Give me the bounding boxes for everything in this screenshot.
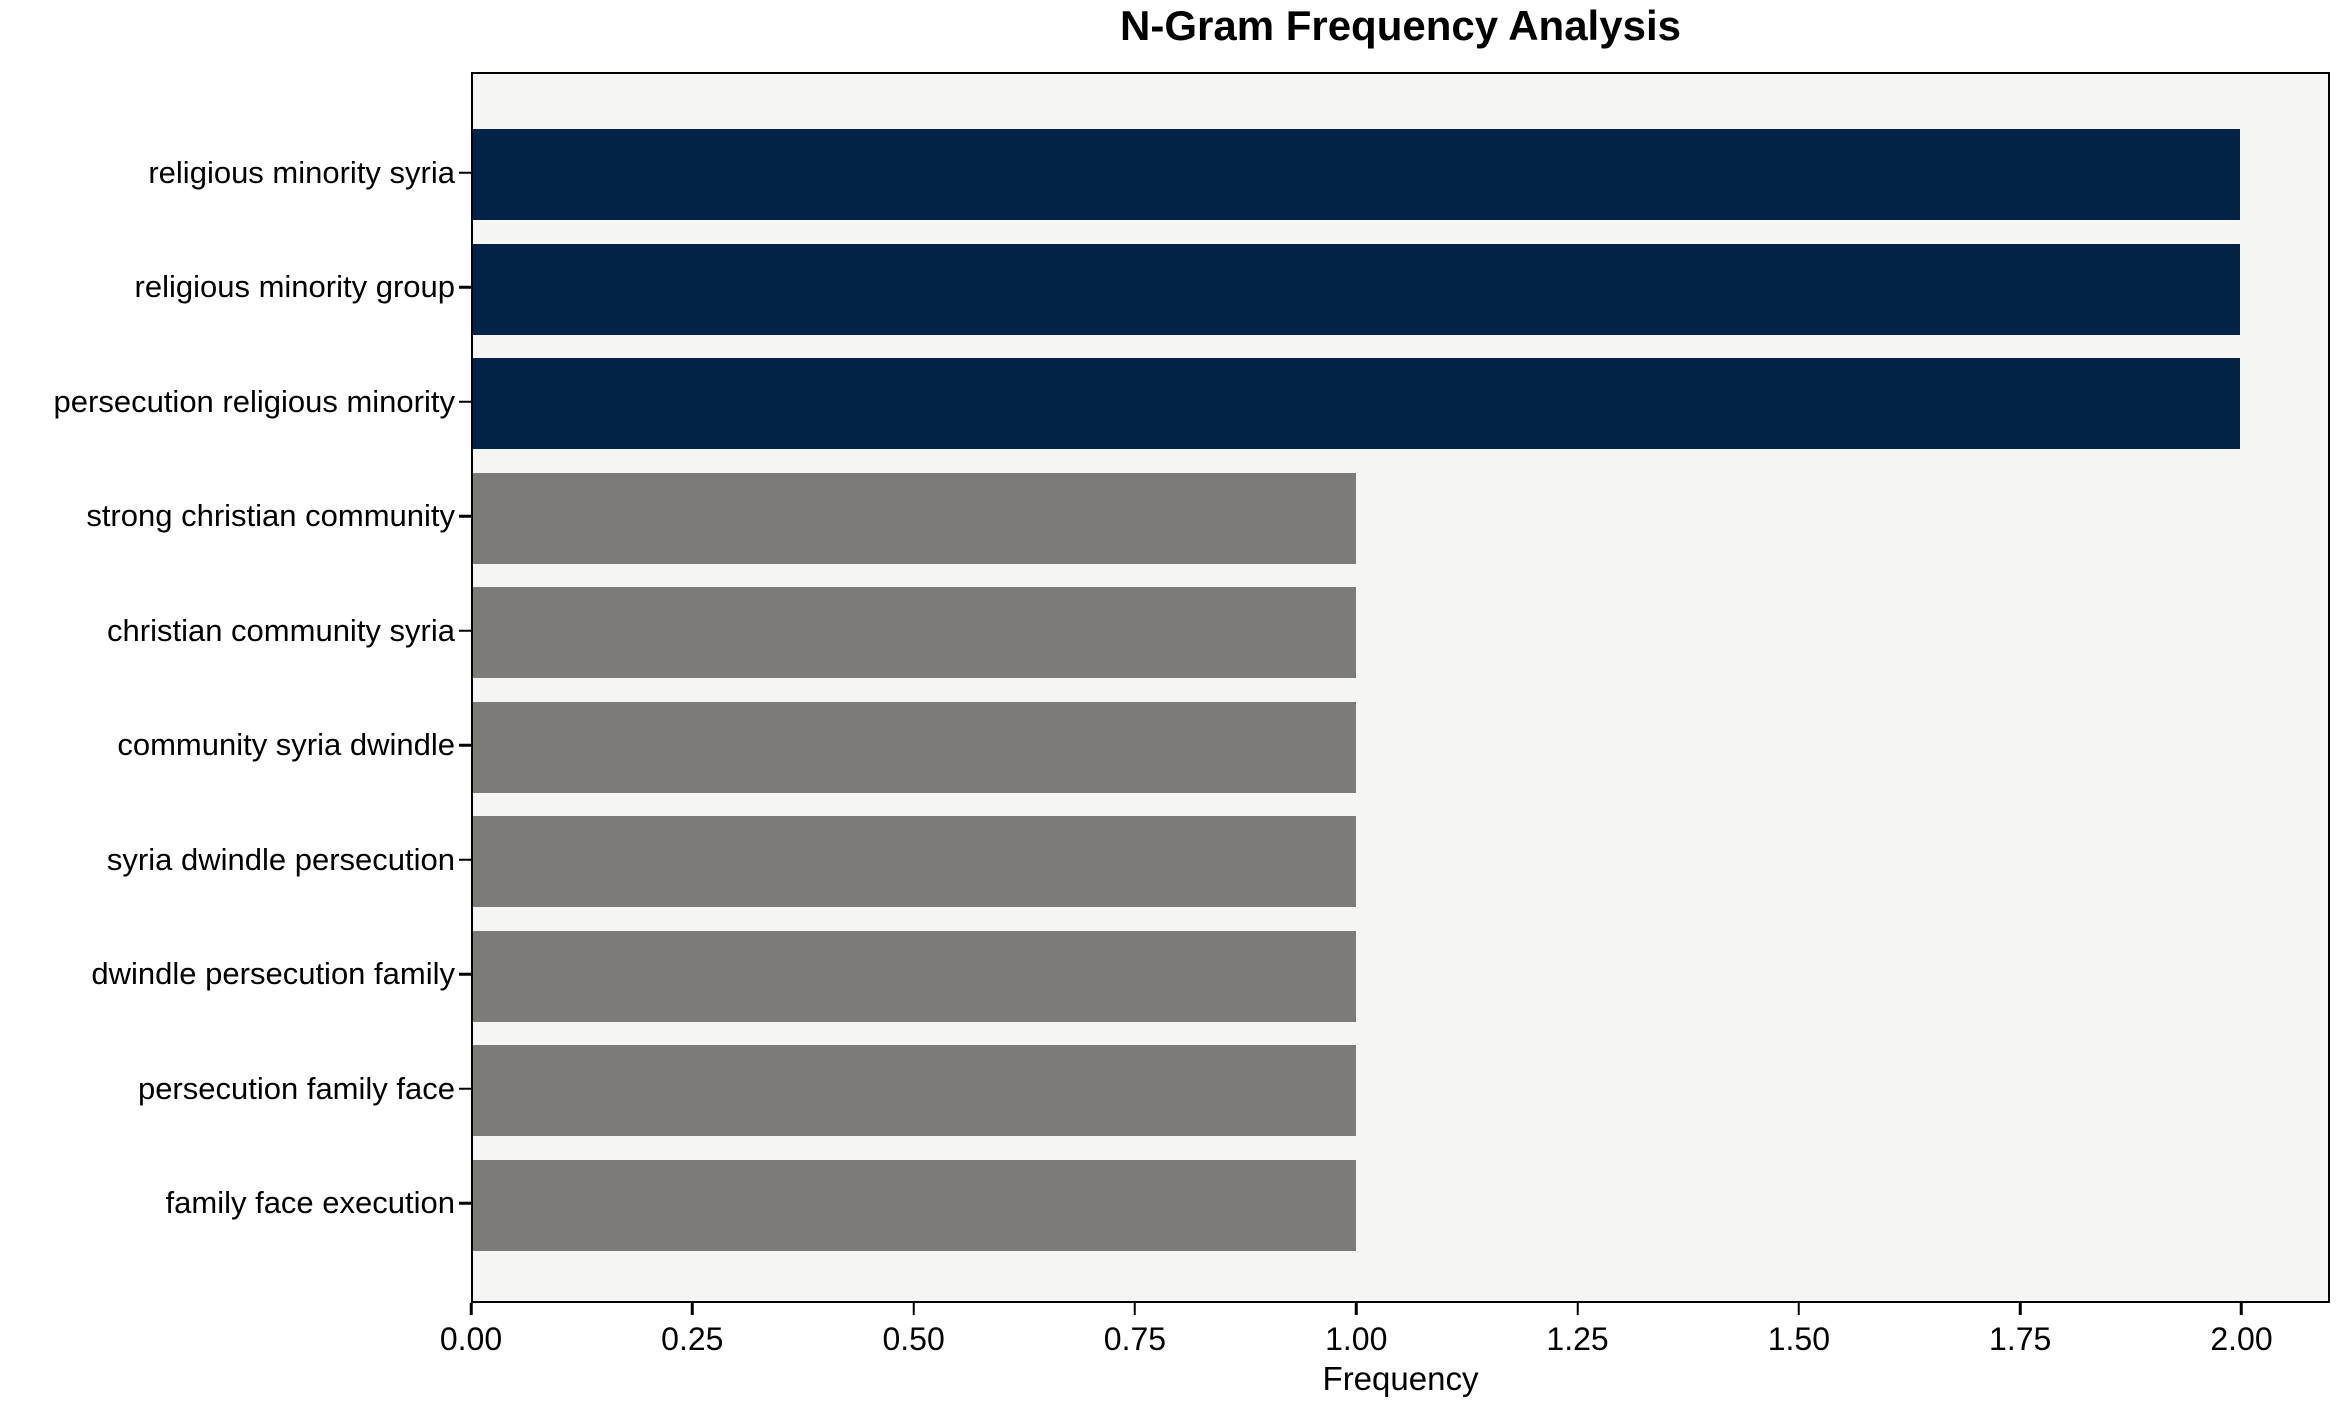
x-tick-mark — [1133, 1303, 1137, 1315]
x-tick-mark — [1354, 1303, 1358, 1315]
x-tick-mark — [2240, 1303, 2243, 1315]
y-tick-mark — [459, 1201, 471, 1205]
bar — [473, 358, 2240, 449]
x-tick-mark — [469, 1303, 473, 1315]
y-tick-label: christian community syria — [107, 612, 455, 648]
y-tick-mark — [459, 1087, 471, 1090]
y-tick-label: community syria dwindle — [117, 727, 455, 762]
y-tick-mark — [459, 514, 471, 518]
y-axis-labels: religious minority syria religious minori… — [0, 72, 455, 1303]
bar — [473, 701, 1357, 793]
bar — [473, 1045, 1357, 1136]
bar — [473, 129, 2240, 220]
x-tick-mark — [2018, 1303, 2022, 1315]
x-tick-mark — [1797, 1303, 1801, 1315]
y-tick-label: religious minority group — [134, 269, 455, 304]
x-tick-label: 2.00 — [2210, 1321, 2273, 1357]
x-tick-label: 1.00 — [1325, 1321, 1388, 1357]
x-axis: 0.00 0.25 0.50 0.75 1.00 1.25 1.50 1.75 2.00 — [440, 1303, 2330, 1413]
x-axis-label: Frequency — [1322, 1360, 1479, 1397]
y-tick-label: syria dwindle persecution — [106, 841, 455, 877]
bar — [473, 243, 2240, 335]
x-tick-label: 1.75 — [1989, 1321, 2052, 1357]
y-tick-label: persecution religious minority — [53, 383, 455, 419]
y-axis-tick-marks — [459, 72, 471, 1303]
bar — [473, 816, 1357, 907]
y-tick-mark — [459, 400, 471, 403]
x-tick-mark — [1576, 1303, 1579, 1315]
bar — [473, 1159, 1357, 1251]
y-tick-mark — [459, 171, 471, 174]
y-tick-label: strong christian community — [86, 498, 455, 533]
bar — [473, 930, 1357, 1022]
x-tick-label: 0.75 — [1103, 1321, 1167, 1357]
x-tick-label: 0.00 — [439, 1321, 503, 1357]
x-tick-mark — [912, 1303, 915, 1315]
y-tick-label: persecution family face — [137, 1070, 455, 1106]
bar — [473, 472, 1357, 564]
y-tick-mark — [459, 629, 471, 632]
y-tick-mark — [459, 285, 471, 289]
y-tick-mark — [459, 972, 471, 976]
x-tick-label: 1.50 — [1767, 1321, 1830, 1357]
chart-title: N-Gram Frequency Analysis — [1120, 2, 1681, 49]
y-tick-label: religious minority syria — [148, 154, 455, 190]
x-tick-label: 1.25 — [1546, 1321, 1609, 1357]
y-tick-label: family face execution — [165, 1185, 455, 1220]
y-tick-mark — [459, 743, 471, 747]
x-tick-label: 0.25 — [661, 1321, 724, 1357]
plot-area — [471, 72, 2330, 1303]
x-tick-label: 0.50 — [882, 1321, 945, 1357]
y-tick-label: dwindle persecution family — [91, 956, 455, 991]
x-tick-mark — [691, 1303, 694, 1315]
y-tick-mark — [459, 858, 471, 861]
bar — [473, 587, 1357, 678]
